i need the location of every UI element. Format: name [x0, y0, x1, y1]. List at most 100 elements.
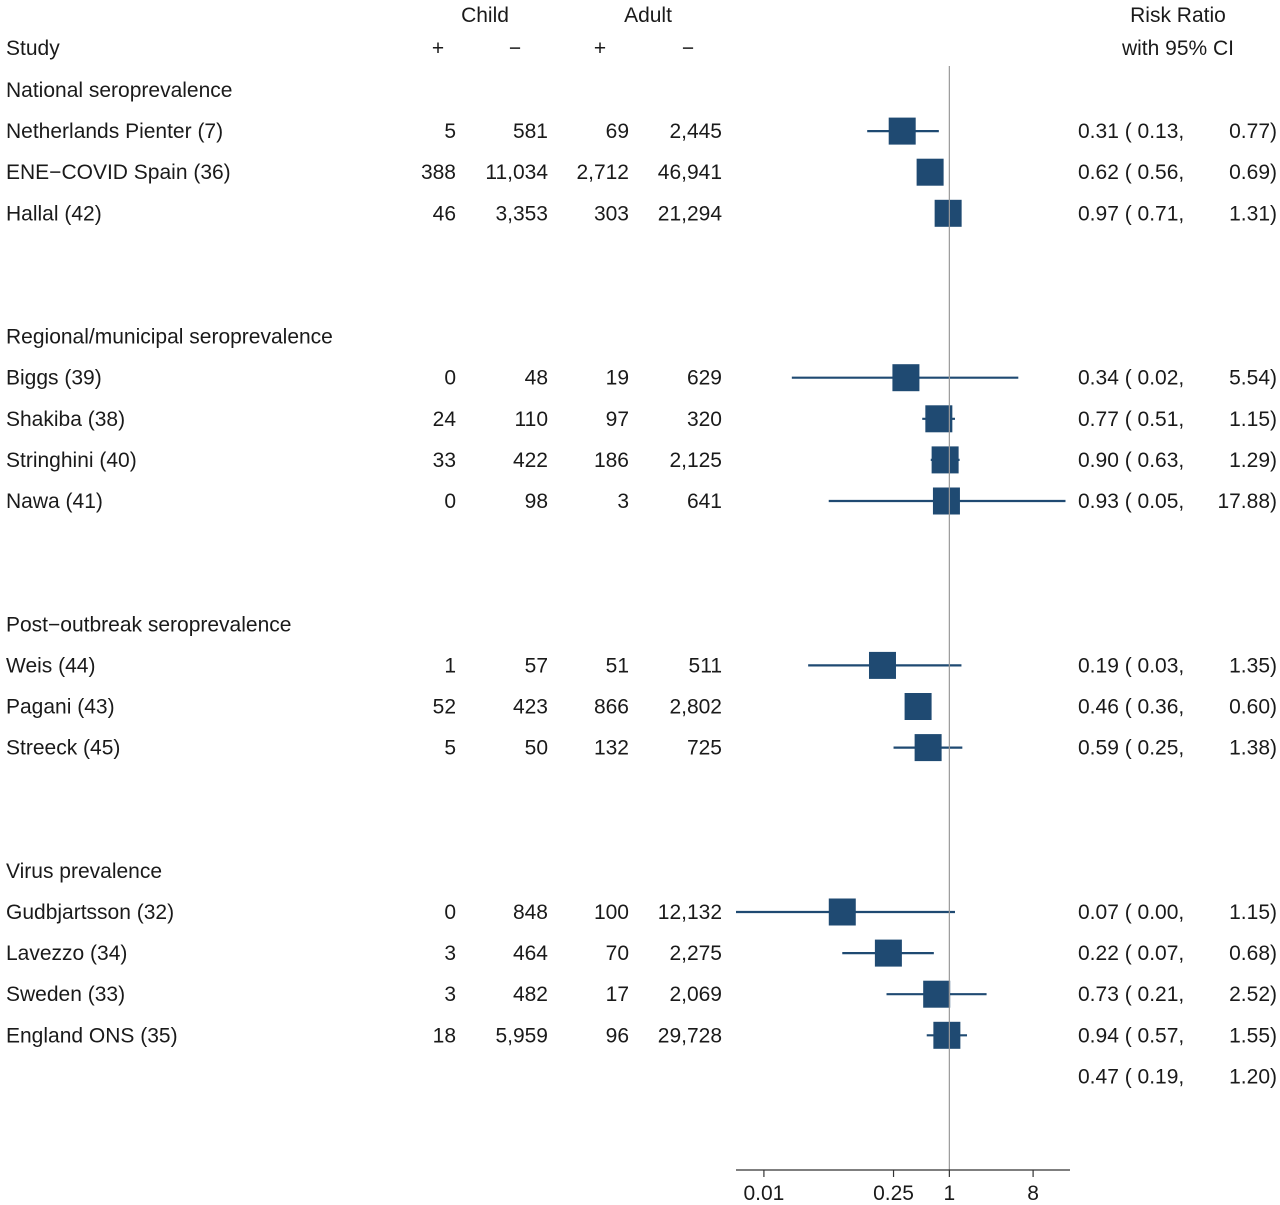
child-column-header: Child	[461, 4, 509, 27]
ci-upper-text: 5.54)	[1229, 367, 1277, 390]
risk-ratio-header: Risk Ratio	[1130, 4, 1226, 27]
adult-negative-count: 320	[687, 408, 722, 431]
adult-positive-count: 19	[606, 367, 629, 390]
child-negative-count: 11,034	[485, 161, 548, 184]
study-label: Netherlands Pienter (7)	[6, 120, 223, 143]
adult-negative-header: −	[682, 37, 694, 60]
adult-negative-count: 2,125	[669, 449, 722, 472]
point-estimate-marker	[914, 734, 942, 762]
study-column-header: Study	[6, 37, 60, 60]
child-positive-count: 3	[444, 983, 456, 1006]
ci-upper-text: 0.68)	[1229, 942, 1277, 965]
point-estimate-marker	[904, 693, 932, 720]
study-label: Lavezzo (34)	[6, 942, 127, 965]
ci-upper-text: 0.69)	[1229, 161, 1277, 184]
ci-upper-text: 0.77)	[1229, 120, 1277, 143]
child-negative-header: −	[509, 37, 521, 60]
adult-positive-count: 96	[606, 1024, 629, 1047]
ci-upper-text: 1.35)	[1229, 654, 1277, 677]
risk-ratio-ci-text: 0.46 ( 0.36,	[1078, 696, 1184, 719]
adult-negative-count: 2,802	[669, 696, 722, 719]
study-label: Shakiba (38)	[6, 408, 125, 431]
point-estimate-marker	[828, 898, 856, 926]
adult-positive-count: 186	[594, 449, 629, 472]
risk-ratio-ci-text: 0.34 ( 0.02,	[1078, 367, 1184, 390]
child-positive-count: 0	[444, 367, 456, 390]
adult-negative-count: 2,275	[669, 942, 722, 965]
study-label: Streeck (45)	[6, 737, 120, 760]
adult-positive-header: +	[594, 37, 606, 60]
child-positive-count: 5	[444, 120, 456, 143]
risk-ratio-ci-text: 0.93 ( 0.05,	[1078, 490, 1184, 513]
group-heading: Regional/municipal seroprevalence	[6, 326, 333, 349]
adult-positive-count: 69	[606, 120, 629, 143]
point-estimate-marker	[892, 364, 920, 392]
study-label: Nawa (41)	[6, 490, 103, 513]
point-estimate-marker	[932, 487, 960, 515]
group-heading: Post−outbreak seroprevalence	[6, 613, 291, 636]
child-positive-count: 5	[444, 737, 456, 760]
adult-negative-count: 2,445	[669, 120, 722, 143]
risk-ratio-ci-text: 0.77 ( 0.51,	[1078, 408, 1184, 431]
study-label: England ONS (35)	[6, 1024, 178, 1047]
child-positive-count: 33	[433, 449, 456, 472]
adult-negative-count: 21,294	[658, 202, 723, 225]
adult-positive-count: 2,712	[576, 161, 629, 184]
study-label: Sweden (33)	[6, 983, 125, 1006]
child-negative-count: 98	[525, 490, 548, 513]
point-estimate-marker	[874, 939, 902, 967]
child-positive-count: 52	[433, 696, 456, 719]
child-negative-count: 48	[525, 367, 548, 390]
study-label: Gudbjartsson (32)	[6, 901, 174, 924]
adult-positive-count: 3	[617, 490, 629, 513]
adult-negative-count: 2,069	[669, 983, 722, 1006]
child-negative-count: 464	[513, 942, 548, 965]
point-estimate-marker	[925, 405, 953, 433]
child-positive-count: 1	[444, 654, 456, 677]
ci-upper-text: 1.38)	[1229, 737, 1277, 760]
study-label: ENE−COVID Spain (36)	[6, 161, 231, 184]
ci-upper-text: 1.31)	[1229, 202, 1277, 225]
adult-positive-count: 100	[594, 901, 629, 924]
point-estimate-marker	[923, 980, 951, 1008]
child-negative-count: 57	[525, 654, 548, 677]
ci-upper-text: 1.55)	[1229, 1024, 1277, 1047]
x-tick-label: 0.01	[743, 1182, 784, 1205]
study-label: Hallal (42)	[6, 202, 102, 225]
risk-ratio-ci-text: 0.31 ( 0.13,	[1078, 120, 1184, 143]
study-label: Biggs (39)	[6, 367, 102, 390]
group-heading: Virus prevalence	[6, 860, 162, 883]
group-heading: National seroprevalence	[6, 79, 232, 102]
x-axis: 0.01 0.25 1 8	[736, 1169, 1070, 1205]
point-estimate-marker	[931, 446, 959, 474]
adult-positive-count: 17	[606, 983, 629, 1006]
child-positive-count: 18	[433, 1024, 456, 1047]
pooled-ci-text: 0.47 ( 0.19,	[1078, 1065, 1184, 1088]
adult-positive-count: 866	[594, 696, 629, 719]
table-header: Child Adult Risk Ratio Study + − + − wit…	[6, 4, 1234, 60]
adult-positive-count: 303	[594, 202, 629, 225]
adult-negative-count: 12,132	[658, 901, 722, 924]
child-positive-count: 388	[421, 161, 456, 184]
child-negative-count: 50	[525, 737, 548, 760]
risk-ratio-ci-text: 0.97 ( 0.71,	[1078, 202, 1184, 225]
adult-negative-count: 725	[687, 737, 722, 760]
study-rows: National seroprevalence Regional/municipa…	[6, 79, 1277, 1088]
ci-upper-text: 17.88)	[1217, 490, 1277, 513]
study-label: Pagani (43)	[6, 696, 115, 719]
adult-positive-count: 51	[606, 654, 629, 677]
adult-negative-count: 29,728	[658, 1024, 722, 1047]
child-negative-count: 110	[515, 408, 548, 431]
ci-header: with 95% CI	[1121, 37, 1234, 60]
adult-negative-count: 46,941	[658, 161, 722, 184]
child-positive-count: 0	[444, 901, 456, 924]
child-negative-count: 3,353	[495, 202, 548, 225]
ci-upper-text: 1.29)	[1229, 449, 1277, 472]
risk-ratio-ci-text: 0.62 ( 0.56,	[1078, 161, 1184, 184]
ci-upper-text: 0.60)	[1229, 696, 1277, 719]
x-tick-label: 8	[1027, 1182, 1039, 1205]
child-positive-count: 46	[433, 202, 456, 225]
point-estimate-marker	[916, 158, 944, 186]
child-negative-count: 422	[513, 449, 548, 472]
